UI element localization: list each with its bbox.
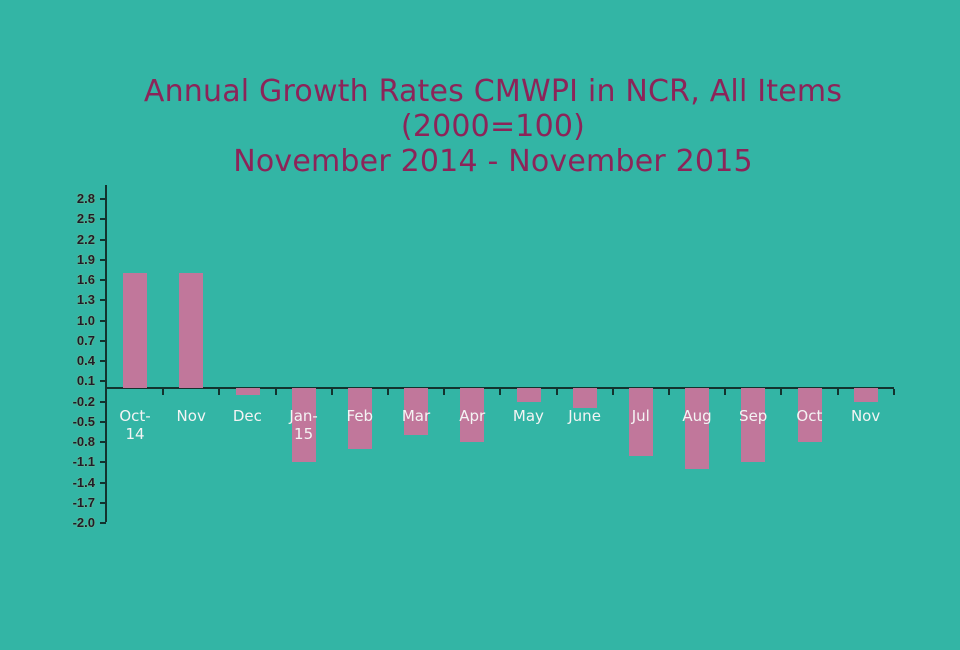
y-tick (100, 461, 106, 464)
y-tick (100, 218, 106, 221)
y-tick-label: 2.8 (76, 191, 95, 206)
category-label: Oct- 14 (119, 407, 151, 443)
y-tick-label: -1.1 (72, 454, 95, 470)
y-tick (100, 258, 106, 261)
y-tick-label: 2.2 (76, 231, 95, 247)
y-tick (100, 339, 106, 342)
bar (572, 388, 597, 409)
x-tick (387, 389, 389, 395)
bar (235, 388, 260, 395)
category-label: Dec (232, 407, 262, 425)
y-tick (100, 380, 106, 383)
category-label: Feb (346, 407, 374, 425)
bar (291, 388, 316, 463)
bar (460, 388, 485, 442)
chart-title: Annual Growth Rates CMWPI in NCR, All It… (0, 74, 960, 179)
x-tick (668, 389, 670, 395)
category-label: Jan- 15 (289, 407, 318, 443)
category-label: Sep (739, 407, 768, 425)
y-tick (100, 238, 106, 241)
y-tick-label: -0.5 (72, 413, 95, 429)
chart-title-line1: Annual Growth Rates CMWPI in NCR, All It… (143, 74, 843, 109)
x-tick (274, 389, 277, 395)
x-tick (780, 389, 783, 395)
y-tick-label: 1.9 (76, 251, 95, 267)
y-axis (105, 185, 107, 522)
category-label: May (512, 407, 544, 425)
y-tick (100, 319, 106, 322)
y-tick-label: -0.8 (72, 434, 95, 449)
y-tick (100, 198, 106, 200)
y-tick (100, 400, 106, 403)
bar (404, 388, 429, 436)
x-tick (892, 389, 895, 395)
category-label: Aug (682, 407, 712, 425)
bar (347, 388, 372, 449)
y-tick-label: -2.0 (72, 515, 95, 530)
x-tick (555, 389, 558, 395)
bar (628, 388, 653, 456)
y-tick-label: -0.2 (72, 393, 95, 409)
y-tick-label: 1.6 (76, 272, 95, 287)
x-tick (836, 389, 839, 395)
x-tick (611, 389, 614, 395)
bar (797, 388, 822, 442)
y-tick (100, 420, 106, 423)
y-tick-label: 0.4 (76, 353, 95, 368)
bar (853, 388, 878, 402)
y-tick (100, 279, 106, 281)
chart-title-line2: (2000=100) (400, 109, 586, 144)
y-tick-label: 2.5 (76, 211, 95, 227)
x-tick (330, 389, 333, 395)
x-tick (443, 389, 446, 395)
category-label: Nov (850, 407, 881, 425)
bar (516, 388, 541, 402)
category-label: Nov (176, 407, 206, 425)
y-tick (100, 522, 106, 524)
x-tick (218, 389, 221, 395)
category-label: Mar (401, 407, 431, 425)
bar (741, 388, 766, 463)
bar (179, 273, 204, 388)
x-tick (162, 389, 165, 395)
x-tick (724, 389, 727, 395)
y-tick (100, 501, 106, 504)
category-label: June (568, 407, 601, 425)
y-tick (100, 441, 106, 443)
y-tick (100, 360, 106, 362)
y-tick-label: 1.0 (76, 312, 95, 328)
category-label: Oct (796, 407, 823, 425)
y-tick-label: 0.7 (76, 332, 95, 348)
y-tick-label: -1.7 (72, 494, 95, 510)
y-tick (100, 299, 106, 302)
y-tick-label: -1.4 (72, 474, 95, 490)
chart-title-line3: November 2014 - November 2015 (233, 144, 753, 179)
y-tick-label: 1.3 (76, 292, 95, 308)
bar (685, 388, 710, 469)
bar (123, 273, 148, 388)
x-axis (107, 387, 894, 389)
category-label: Jul (631, 407, 650, 425)
x-tick (499, 389, 502, 395)
y-tick-label: 0.1 (76, 373, 95, 389)
category-label: Apr (459, 407, 486, 425)
y-tick (100, 481, 106, 484)
